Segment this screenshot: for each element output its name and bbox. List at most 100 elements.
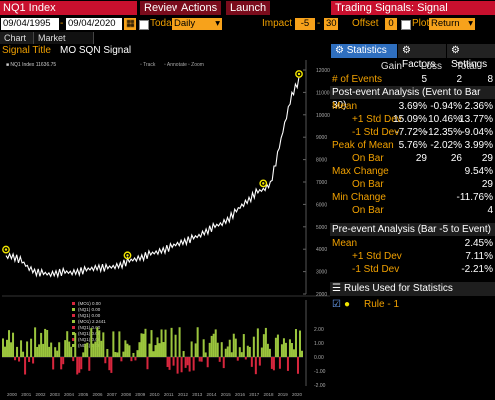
pre-stats-label: -1 Std Dev (352, 264, 400, 275)
pre-stats-label: +1 Std Dev (352, 251, 402, 262)
histogram-bar-positive (114, 352, 117, 357)
histogram-bar-positive (170, 327, 173, 357)
histogram-bar-positive (64, 340, 67, 357)
stats-total-value: -9.04% (461, 127, 493, 138)
menu-launch[interactable]: Launch (226, 1, 271, 15)
impact-from-field[interactable]: -5 (295, 18, 315, 30)
histogram-bar-positive (256, 328, 259, 357)
signal-marker[interactable] (295, 70, 303, 78)
plot-checkbox[interactable] (401, 20, 411, 30)
offset-field[interactable]: 0 (385, 18, 397, 30)
stats-row-label: On Bar (352, 153, 384, 164)
histogram-bar-negative (286, 357, 289, 371)
stats-column-headers: Gain Loss Total (330, 60, 495, 73)
menu-actions[interactable]: Actions (177, 1, 222, 15)
ticker-field[interactable]: NQ1 Index (0, 1, 137, 15)
lower-legend-label: (MO1) 2.2441 (78, 319, 106, 324)
window-title: Trading Signals: Signal Analysis (331, 1, 495, 28)
frequency-select[interactable]: Daily ▾ (172, 18, 222, 30)
lower-y-tick-label: 1.00 (314, 341, 324, 347)
histogram-bar-positive (274, 337, 277, 357)
signal-title-label: Signal Title (2, 45, 51, 56)
signal-marker[interactable] (259, 179, 268, 188)
stats-total-value: 13.77% (459, 114, 493, 125)
stats-loss-value: 10.46% (428, 114, 462, 125)
x-tick-label: 2012 (178, 392, 189, 397)
price-chart[interactable]: ■ NQ1 Index 11636.75 ▫ Track ▫ Annotate ▫ Z… (0, 56, 330, 400)
calendar-icon[interactable]: ▦ (124, 18, 136, 30)
tab-statistics[interactable]: ⚙ Statistics (331, 44, 397, 58)
histogram-bar-positive (86, 342, 89, 357)
statistics-panel: ⚙ Statistics ⚙ Factors ⚙ Settings Gain Lo… (330, 44, 495, 400)
stats-row: Min Change -11.76% (330, 191, 495, 204)
histogram-bar-positive (212, 333, 215, 357)
tab-settings[interactable]: ⚙ Settings (447, 44, 495, 70)
histogram-bar-positive (288, 339, 291, 357)
lower-y-tick-label: 0.00 (314, 355, 324, 361)
post-event-section-header: Post-event Analysis (Event to Bar 30) (330, 86, 495, 111)
end-date-field[interactable]: 09/04/2020 (66, 18, 122, 30)
statistics-table: Gain Loss Total # of Events 5 2 8 Post-event An… (330, 60, 495, 400)
stats-gain-value: 5.76% (398, 140, 427, 151)
signal-marker[interactable] (2, 245, 10, 254)
histogram-bar-positive (126, 343, 129, 357)
chart-tool-annotate[interactable]: ▫ Annotate (164, 62, 187, 68)
start-date-field[interactable]: 09/04/1995 (1, 18, 59, 30)
column-header-loss: Loss (420, 61, 442, 72)
histogram-bar-positive (70, 346, 73, 357)
histogram-bar-positive (276, 334, 279, 357)
tab-factors[interactable]: ⚙ Factors (398, 44, 446, 70)
histogram-bar-positive (6, 339, 9, 357)
histogram-bar-positive (182, 351, 185, 357)
histogram-bar-negative (166, 357, 169, 367)
today-checkbox[interactable] (139, 20, 149, 30)
histogram-bar-negative (218, 357, 221, 362)
stats-row: # of Events 5 2 8 (330, 73, 495, 86)
plot-label: Plot (412, 18, 430, 29)
price-line[interactable] (5, 76, 300, 279)
impact-separator: - (317, 18, 321, 29)
rules-section-header[interactable]: ☰ Rules Used for Statistics (330, 282, 495, 296)
tab-chart[interactable]: Chart (0, 32, 34, 44)
plot-select[interactable]: Return ▾ (429, 18, 475, 30)
lower-legend-label: (NQ1) 0.00 (78, 313, 101, 318)
stats-total-value: 4 (487, 205, 493, 216)
signal-marker[interactable] (123, 251, 132, 260)
chart-tool-zoom[interactable]: ▫ Zoom (188, 62, 204, 68)
histogram-bar-negative (270, 357, 273, 369)
histogram-bar-positive (156, 337, 159, 357)
y-tick-label: 8000 (316, 158, 327, 164)
histogram-bar-positive (268, 348, 271, 357)
menu-review[interactable]: Review (140, 1, 185, 15)
date-separator: - (60, 18, 64, 29)
histogram-bar-positive (214, 329, 217, 357)
collapse-icon[interactable]: ☰ (332, 283, 341, 294)
rule-item[interactable]: ☑ ● Rule - 1 (330, 298, 495, 311)
lower-y-tick-label: -1.00 (314, 369, 326, 375)
tab-market-impact[interactable]: Market Impact (34, 32, 94, 55)
y-tick-label: 3000 (316, 270, 327, 276)
histogram-bar-positive (194, 343, 197, 357)
stats-row-label: +1 Std Dev (352, 114, 402, 125)
histogram-bar-positive (140, 333, 143, 357)
histogram-bar-positive (74, 333, 77, 357)
pre-stats-row: Mean 2.45% (330, 237, 495, 250)
histogram-bar-positive (34, 327, 37, 357)
signal-title-value[interactable]: MO SQN Signal (60, 45, 132, 56)
histogram-bar-positive (40, 332, 43, 357)
histogram-bar-positive (66, 331, 69, 357)
histogram-bar-negative (206, 357, 209, 368)
rule-checkbox[interactable]: ☑ (332, 299, 341, 310)
histogram-bar-positive (42, 343, 45, 357)
histogram-bar-positive (300, 350, 303, 357)
histogram-bar-positive (48, 346, 51, 357)
histogram-bar-positive (12, 332, 15, 357)
impact-to-field[interactable]: 30 (324, 18, 338, 30)
histogram-bar-positive (248, 346, 251, 357)
histogram-bar-positive (144, 328, 147, 357)
histogram-bar-positive (202, 339, 205, 357)
histogram-bar-negative (200, 357, 203, 362)
chart-tool-track[interactable]: ▫ Track (140, 62, 156, 68)
histogram-bar-negative (76, 357, 79, 375)
histogram-bar-positive (232, 333, 235, 357)
